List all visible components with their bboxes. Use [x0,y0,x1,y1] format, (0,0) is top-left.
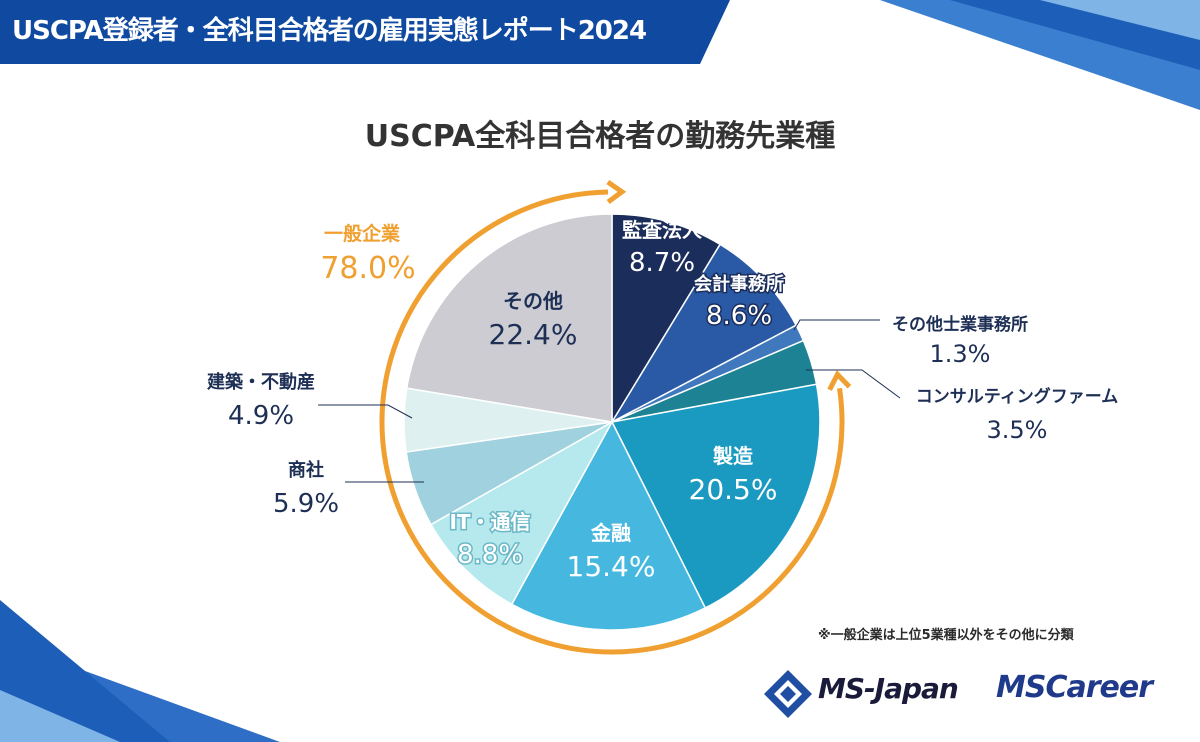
pie-slice-5 [510,420,707,631]
slice-value-2: 1.3% [930,340,991,368]
slice-value-4: 20.5% [689,473,778,506]
slice-label-6: IT・通信 [449,510,530,534]
leader-line-2 [793,319,880,331]
slice-label-5: 金融 [590,521,631,545]
ms-career-logo: MSCareer [996,670,1153,705]
slice-value-3: 3.5% [987,416,1048,444]
slice-value-1: 8.6% [706,301,772,331]
slice-value-0: 8.7% [629,248,695,278]
pie-slice-0 [611,213,722,425]
pie-slice-4 [610,383,821,609]
slice-label-7: 商社 [288,459,324,481]
pie-slice-6 [429,420,614,606]
group-value: 78.0% [320,251,415,286]
ms-japan-logo: MS-Japan [818,672,959,705]
group-label: 一般企業 [324,222,401,245]
group-arc-arrow-right [827,370,852,391]
slice-label-2: その他士業事務所 [892,314,1028,335]
pie-slice-9 [405,213,613,423]
slice-value-6: 8.8% [457,540,523,570]
leader-line-8 [318,404,413,419]
slice-label-8: 建築・不動産 [207,371,315,393]
chart-title: USCPA全科目合格者の勤務先業種 [365,119,835,154]
slice-label-1: 会計事務所 [694,273,784,295]
slice-label-4: 製造 [713,444,754,468]
pie-slice-1 [609,243,798,424]
slice-value-7: 5.9% [273,489,339,519]
header-title: USCPA登録者・全科目合格者の雇用実態レポート2024 [12,16,647,46]
slice-value-9: 22.4% [489,318,578,351]
slice-value-8: 4.9% [228,401,294,431]
ms-japan-logo-icon [764,670,812,718]
slice-label-0: 監査法人 [622,218,703,242]
footnote: ※一般企業は上位5業種以外をその他に分類 [818,628,1074,643]
header-banner [0,0,730,64]
group-arc-arrow-top [606,179,627,205]
leader-line-3 [806,369,901,399]
slice-label-9: その他 [503,289,563,313]
slice-label-3: コンサルティングファーム [916,386,1118,407]
slice-value-5: 15.4% [567,550,656,583]
group-arc [379,189,845,655]
